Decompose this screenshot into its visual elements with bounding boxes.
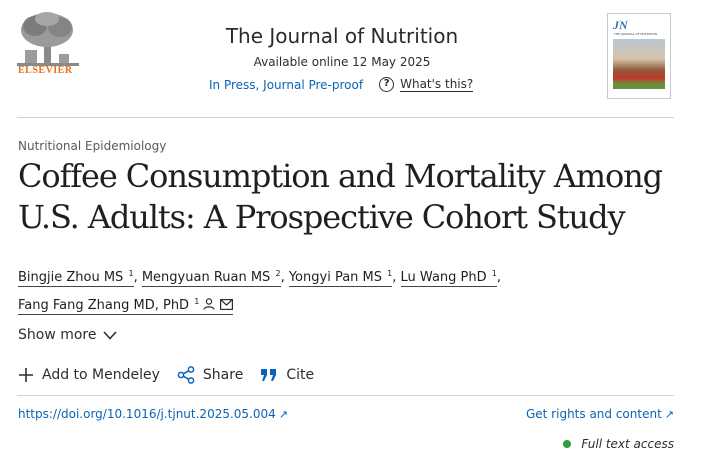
header-divider [17,117,674,118]
elsevier-wordmark: ELSEVIER [18,65,73,76]
add-to-mendeley-label: Add to Mendeley [42,367,160,383]
share-button[interactable]: Share [177,366,243,384]
elsevier-tree-logo[interactable] [17,10,79,80]
whats-this-link[interactable]: What's this? [400,77,474,92]
quote-icon [261,369,277,381]
journal-title[interactable]: The Journal of Nutrition [225,24,459,48]
author-link[interactable]: Yongyi Pan MS 1 [288,269,393,287]
in-press-link[interactable]: In Press, Journal Pre-proof [209,77,364,92]
author-link[interactable]: Mengyuan Ruan MS 2 [141,269,281,287]
cover-photo [613,39,665,89]
external-link-icon: ↗ [664,408,674,421]
question-icon[interactable]: ? [379,77,395,92]
actions-divider [17,395,674,396]
journal-cover-thumbnail[interactable]: JN THE JOURNAL OF NUTRITION [607,13,671,99]
article-status-row: In Press, Journal Pre-proof ? What's thi… [209,77,474,92]
article-section: Nutritional Epidemiology [18,139,167,153]
add-to-mendeley-button[interactable]: Add to Mendeley [18,367,160,383]
access-status-label: Full text access [581,437,674,451]
mail-icon [220,299,234,310]
article-actions: Add to Mendeley Share Cite [18,366,331,384]
author-list: Bingjie Zhou MS 1, Mengyuan Ruan MS 2, Y… [18,269,501,315]
share-label: Share [202,367,244,383]
article-title-line1: Coffee Consumption and Mortality Among [18,157,663,195]
chevron-down-icon [102,330,117,340]
person-icon [203,298,215,310]
access-status: Full text access [563,437,674,451]
share-icon [177,366,195,384]
plus-icon [19,368,33,382]
cite-button[interactable]: Cite [260,367,314,383]
show-more-label: Show more [18,327,97,343]
author-link[interactable]: Bingjie Zhou MS 1 [18,269,134,287]
cite-label: Cite [286,367,315,383]
author-link[interactable]: Lu Wang PhD 1 [400,269,497,287]
article-title: Coffee Consumption and Mortality Among U… [18,156,678,238]
access-status-dot-icon [563,440,572,448]
external-link-icon: ↗ [278,408,288,421]
doi-link[interactable]: https://doi.org/10.1016/j.tjnut.2025.05.… [18,407,288,421]
rights-link[interactable]: Get rights and content ↗ [525,407,674,421]
show-more-button[interactable]: Show more [18,327,117,343]
article-title-line2: U.S. Adults: A Prospective Cohort Study [18,198,626,236]
cover-logo: JN [613,18,628,32]
available-online-date: Available online 12 May 2025 [253,55,431,69]
corresponding-author-link[interactable]: Fang Fang Zhang MD, PhD 1 [18,297,234,315]
cover-subtitle: THE JOURNAL OF NUTRITION [614,32,657,36]
